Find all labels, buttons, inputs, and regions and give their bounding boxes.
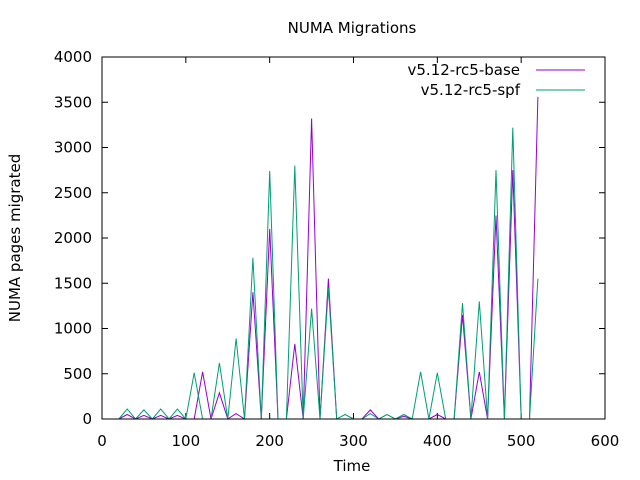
x-tick-label: 200 [255,432,284,450]
y-tick-label: 2500 [54,184,92,202]
y-tick-label: 3500 [54,93,92,111]
y-tick-label: 0 [82,410,92,428]
y-tick-label: 1000 [54,320,92,338]
series-line-1 [118,127,539,421]
x-tick-label: 500 [507,432,536,450]
legend: v5.12-rc5-base v5.12-rc5-spf [408,61,585,99]
series-line-0 [118,96,539,420]
x-axis-label: Time [333,457,371,475]
y-tick-label: 3000 [54,139,92,157]
series-lines [118,96,539,421]
y-axis-label: NUMA pages migrated [6,154,24,323]
y-tick-label: 500 [63,365,92,383]
x-tick-label: 300 [339,432,368,450]
x-tick-label: 400 [423,432,452,450]
y-tick-label: 4000 [54,48,92,66]
legend-label: v5.12-rc5-base [408,61,521,79]
y-tick-label: 2000 [54,229,92,247]
x-tick-label: 600 [591,432,620,450]
plot-border [101,56,606,420]
chart-title: NUMA Migrations [288,19,417,37]
y-tick-label: 1500 [54,274,92,292]
x-tick-label: 100 [172,432,201,450]
x-tick-label: 0 [97,432,107,450]
legend-label: v5.12-rc5-spf [421,81,521,99]
axis-ticks: 0 100 200 300 400 500 600 0 500 1000 1500 2000 2500 3… [54,48,620,450]
